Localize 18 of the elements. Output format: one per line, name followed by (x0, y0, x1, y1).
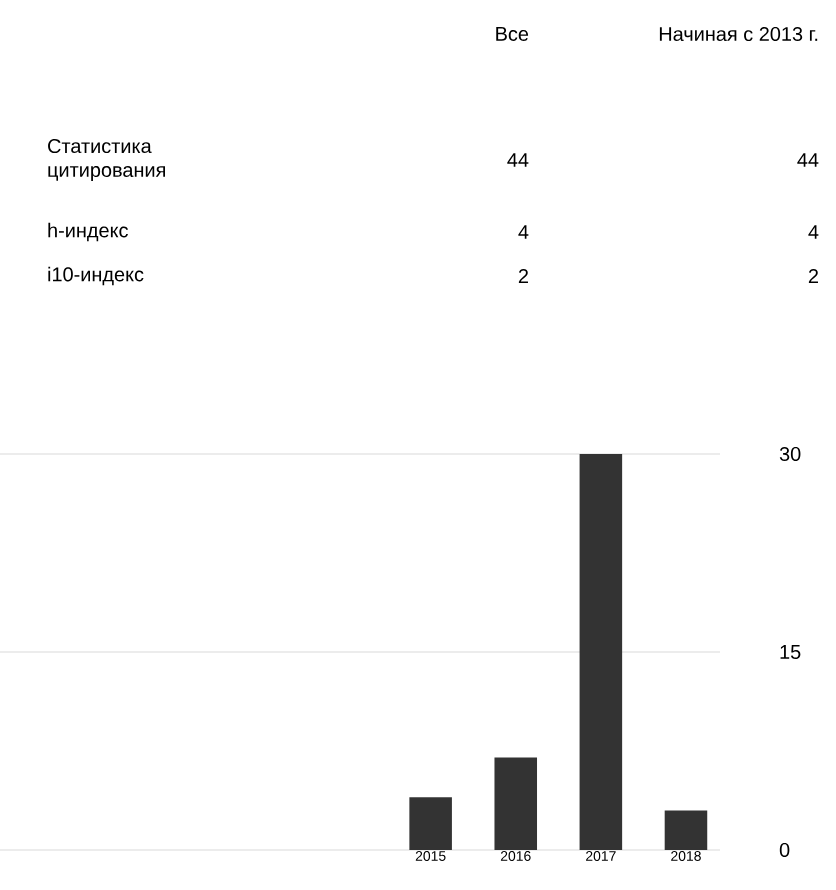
text: h-индекс (48, 222, 128, 242)
bar (494, 757, 538, 850)
bar (664, 810, 708, 850)
text: 44 (507, 153, 529, 167)
text: 2 (808, 269, 818, 283)
bar (409, 797, 452, 850)
text: 2 (518, 269, 528, 283)
y-tick-label: 0 (779, 842, 790, 858)
text: 4 (808, 225, 819, 239)
text: i10-индекс (48, 266, 144, 286)
text: 4 (518, 225, 529, 239)
bar (579, 454, 623, 850)
y-tick-label: 15 (780, 645, 801, 659)
text: Все (496, 27, 529, 41)
y-tick-label: 30 (779, 446, 801, 462)
text: Начиная с 2013 г. (659, 26, 818, 42)
text: Статистика цитирования (48, 139, 165, 181)
text: 44 (797, 153, 819, 167)
